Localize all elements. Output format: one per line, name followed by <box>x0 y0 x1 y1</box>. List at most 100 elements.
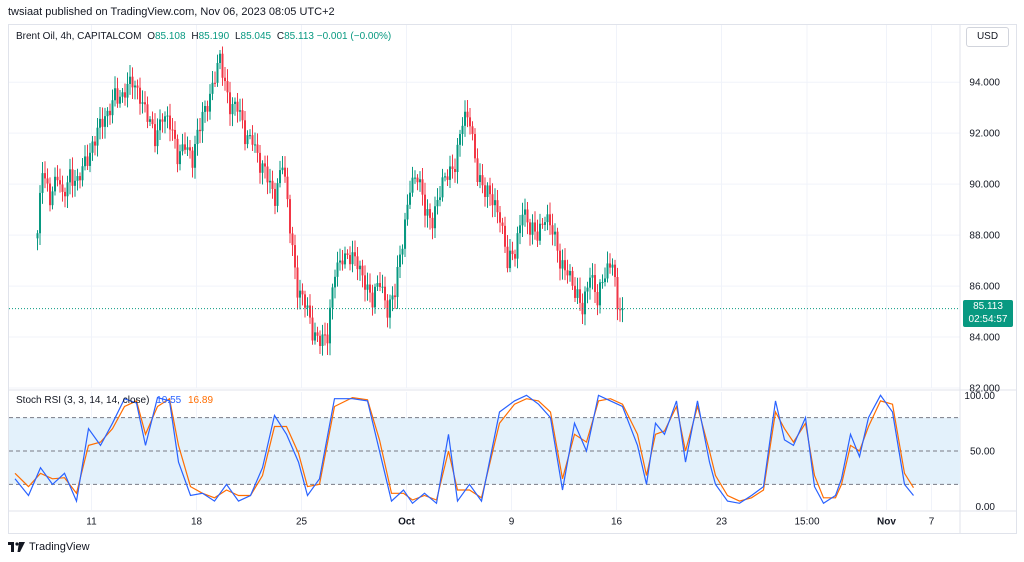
candle-body <box>486 185 489 197</box>
candle-body <box>399 254 401 267</box>
candle-body <box>614 264 616 278</box>
candle-body <box>339 260 341 263</box>
candle-body <box>211 82 214 94</box>
candle-body <box>249 135 251 137</box>
candle-body <box>604 278 606 283</box>
candle-body <box>169 115 171 130</box>
candle-body <box>416 177 419 183</box>
candle-body <box>381 286 384 288</box>
stoch-rsi-title[interactable]: Stoch RSI (3, 3, 14, 14, close) <box>16 395 150 406</box>
candle-body <box>461 125 464 135</box>
time-tick-label: 11 <box>86 517 97 528</box>
candle-body <box>199 129 201 132</box>
candle-body <box>139 87 141 104</box>
candle-body <box>171 129 174 131</box>
candle-body <box>421 179 424 195</box>
candle-body <box>534 222 536 232</box>
stoch-d-line <box>14 396 915 502</box>
close-value: 85.113 <box>284 31 314 42</box>
candle-body <box>369 284 371 293</box>
symbol-legend: Brent Oil, 4h, CAPITALCOM O85.108 H85.19… <box>16 31 391 42</box>
candle-body <box>359 265 361 270</box>
candle-body <box>511 250 514 255</box>
candle-body <box>274 188 276 206</box>
tradingview-brand: TradingView <box>29 541 90 553</box>
tradingview-footer[interactable]: TradingView <box>8 541 90 553</box>
candle-body <box>571 271 574 286</box>
candle-body <box>281 167 284 171</box>
candle-body <box>459 134 461 145</box>
candle-body <box>496 200 499 213</box>
candle-body <box>194 144 196 168</box>
candle-body <box>141 102 144 104</box>
candle-body <box>84 156 86 167</box>
candle-body <box>586 287 589 292</box>
time-tick-label: 15:00 <box>794 517 819 528</box>
candle-body <box>524 209 526 215</box>
candle-body <box>74 180 76 186</box>
open-label: O <box>147 31 155 42</box>
candle-body <box>354 252 356 257</box>
candle-body <box>144 102 146 105</box>
stoch-d-value: 16.89 <box>188 395 214 406</box>
candle-body <box>406 204 409 220</box>
candle-body <box>254 144 256 146</box>
candle-body <box>59 180 61 185</box>
candle-body <box>609 263 611 268</box>
candle-body <box>316 332 319 336</box>
candle-body <box>521 214 524 226</box>
candle-body <box>156 130 159 147</box>
candle-body <box>246 135 249 145</box>
candle-body <box>294 245 296 268</box>
candle-body <box>111 100 114 116</box>
candle-body <box>164 116 166 122</box>
candle-body <box>229 92 231 115</box>
candle-body <box>346 253 349 255</box>
stoch-tick-label: 100.00 <box>964 391 995 402</box>
candle-body <box>304 294 306 308</box>
chart-frame[interactable] <box>8 24 1017 534</box>
candle-body <box>429 209 431 218</box>
candle-body <box>216 62 219 83</box>
candle-body <box>361 265 364 276</box>
candle-body <box>214 82 216 84</box>
candle-body <box>61 184 64 192</box>
price-tick-label: 82.000 <box>969 384 1000 395</box>
candle-body <box>261 163 264 173</box>
candle-body <box>286 176 289 200</box>
candle-body <box>469 117 471 127</box>
candle-body <box>556 231 559 251</box>
candle-body <box>306 305 309 308</box>
currency-button[interactable]: USD <box>966 27 1009 47</box>
symbol-title[interactable]: Brent Oil, 4h, CAPITALCOM <box>16 31 142 42</box>
candle-body <box>296 267 299 298</box>
candle-body <box>516 233 519 259</box>
candle-body <box>414 177 416 179</box>
candle-body <box>146 104 149 122</box>
candle-body <box>559 250 561 269</box>
published-line: twsiaat published on TradingView.com, No… <box>8 6 335 18</box>
candle-body <box>219 53 221 63</box>
price-tick-label: 84.000 <box>969 333 1000 344</box>
candle-body <box>456 144 459 172</box>
candle-body <box>91 141 94 153</box>
candle-body <box>451 166 454 169</box>
candle-body <box>104 116 106 127</box>
time-tick-label: 16 <box>611 517 623 528</box>
candle-body <box>251 135 254 145</box>
candle-body <box>66 182 69 197</box>
candle-body <box>224 77 226 82</box>
candle-body <box>611 264 614 268</box>
candle-body <box>566 270 569 276</box>
candle-body <box>36 233 39 239</box>
candle-body <box>564 260 566 271</box>
stoch-rsi-legend: Stoch RSI (3, 3, 14, 14, close) 10.55 16… <box>16 395 213 406</box>
candle-body <box>476 158 479 183</box>
candle-body <box>86 156 89 166</box>
candle-body <box>344 253 346 265</box>
candle-body <box>336 262 339 277</box>
candle-body <box>309 305 311 318</box>
candle-body <box>69 169 71 183</box>
candle-body <box>544 222 546 225</box>
